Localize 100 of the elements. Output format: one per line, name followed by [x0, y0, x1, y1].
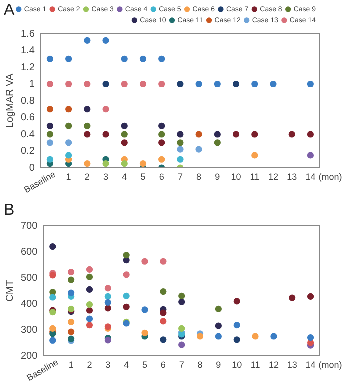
- x-tick-label: 7: [178, 172, 183, 182]
- point: [289, 294, 296, 302]
- point: [196, 80, 202, 88]
- point: [158, 56, 166, 62]
- point: [46, 56, 54, 62]
- point: [214, 131, 221, 138]
- x-tick-label: 4: [124, 360, 130, 370]
- x-tick-label: 8: [198, 360, 203, 370]
- point: [102, 106, 110, 113]
- point: [214, 80, 221, 88]
- x-tick-label: 3: [104, 172, 109, 182]
- point: [177, 140, 184, 146]
- point: [46, 156, 54, 163]
- point: [50, 294, 56, 301]
- point: [50, 325, 56, 332]
- point: [46, 80, 54, 88]
- point: [68, 318, 75, 326]
- point: [178, 292, 186, 300]
- x-tick-label: 2: [87, 360, 92, 370]
- x-tick-label: 10: [232, 360, 242, 370]
- point: [102, 131, 110, 138]
- point: [66, 140, 72, 146]
- x-tick-label: 2: [84, 172, 90, 182]
- point: [142, 258, 148, 265]
- y-tick-label: 500: [20, 272, 38, 284]
- point: [86, 274, 94, 281]
- point: [140, 56, 147, 62]
- point: [234, 322, 240, 329]
- x-axis-title: (mon): [318, 172, 342, 182]
- point: [123, 304, 130, 310]
- chart-title: A: [4, 2, 15, 20]
- x-tick-label: 1: [68, 360, 74, 370]
- point: [104, 285, 112, 292]
- point: [252, 333, 259, 340]
- x-tick-label: 13: [287, 172, 298, 182]
- x-tick-label: 3: [106, 360, 111, 370]
- point: [46, 131, 54, 138]
- x-axis-title: (mon): [318, 360, 342, 370]
- y-tick-label: 600: [20, 246, 38, 258]
- point: [84, 131, 91, 138]
- point: [104, 305, 112, 312]
- point: [177, 80, 184, 88]
- point: [177, 131, 184, 138]
- y-tick-label: 1.2: [20, 62, 36, 74]
- x-tick-label: 11: [250, 360, 260, 370]
- point: [84, 80, 91, 88]
- y-tick-label: 0.2: [20, 146, 36, 157]
- point: [270, 333, 278, 340]
- point: [307, 334, 314, 342]
- point: [86, 307, 94, 314]
- point: [160, 318, 167, 325]
- y-tick-label: 1.4: [20, 46, 36, 56]
- point: [123, 272, 130, 278]
- point: [215, 333, 222, 340]
- x-tick-label: 1: [66, 172, 72, 182]
- point: [234, 336, 240, 344]
- point: [196, 131, 202, 138]
- point: [121, 160, 128, 168]
- x-tick-label: 8: [196, 172, 202, 182]
- y-tick-label: 300: [20, 324, 38, 336]
- x-tick-label: 4: [122, 172, 128, 182]
- point: [160, 258, 167, 265]
- point: [177, 156, 184, 163]
- x-tick-label: 14: [306, 360, 316, 370]
- x-tick-label: 12: [268, 360, 279, 370]
- point: [178, 325, 186, 332]
- point: [160, 288, 167, 296]
- point: [46, 106, 54, 113]
- point: [66, 56, 72, 62]
- point: [84, 37, 91, 44]
- point: [86, 316, 94, 322]
- point: [84, 160, 91, 168]
- x-tick-label: 12: [268, 172, 278, 182]
- point: [307, 152, 314, 159]
- chart-title: B: [4, 202, 15, 220]
- y-axis-title: LogMAR VA: [4, 74, 16, 128]
- point: [232, 131, 240, 138]
- point: [288, 131, 296, 138]
- point: [270, 80, 277, 88]
- x-tick-label: 10: [231, 172, 242, 182]
- point: [232, 80, 240, 88]
- point: [215, 306, 222, 312]
- point: [215, 322, 222, 330]
- point: [252, 131, 258, 138]
- point: [196, 146, 202, 153]
- y-tick-label: 200: [20, 350, 38, 362]
- point: [68, 268, 75, 276]
- point: [158, 140, 166, 146]
- point: [66, 122, 72, 130]
- x-tick-label: 13: [287, 360, 298, 370]
- point: [123, 252, 130, 259]
- point: [68, 276, 75, 284]
- point: [68, 328, 75, 336]
- y-tick-label: 1.6: [20, 28, 36, 40]
- y-tick-label: 0.8: [20, 96, 36, 107]
- point: [84, 122, 91, 130]
- point: [86, 301, 94, 308]
- point: [234, 298, 240, 305]
- point: [142, 330, 148, 336]
- point: [252, 80, 258, 88]
